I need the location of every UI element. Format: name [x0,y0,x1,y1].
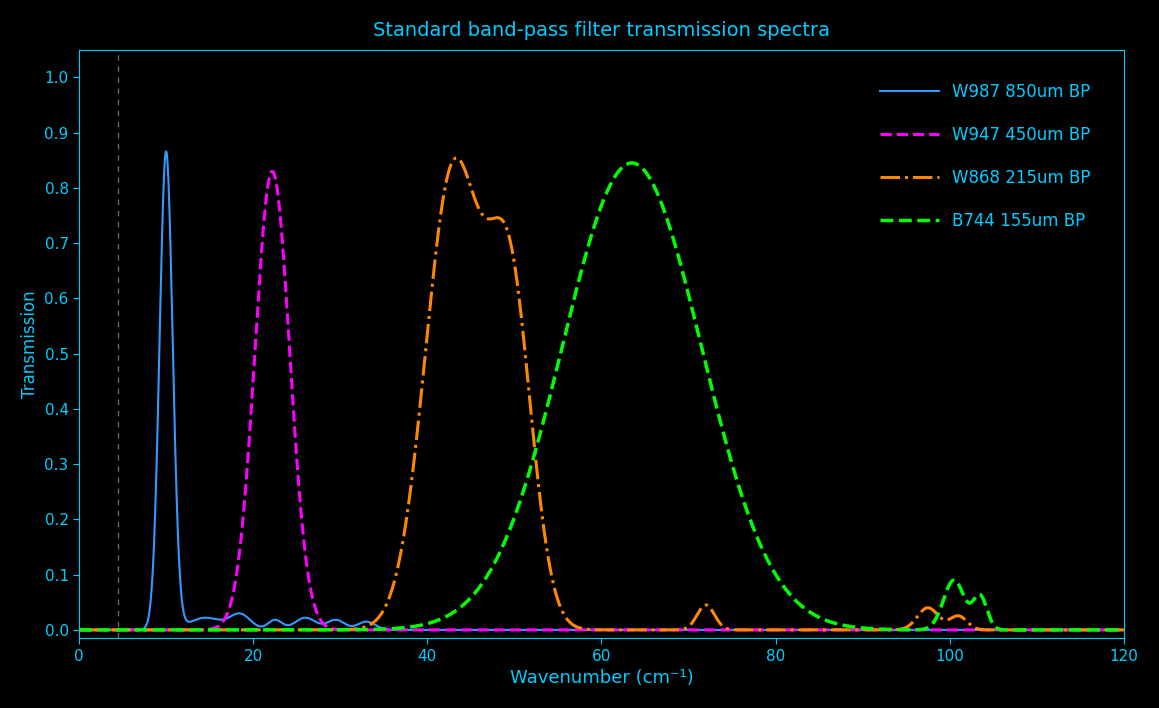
Legend: W987 850um BP, W947 450um BP, W868 215um BP, B744 155um BP: W987 850um BP, W947 450um BP, W868 215um… [855,58,1115,255]
Y-axis label: Transmission: Transmission [21,290,39,398]
W868 215um BP [450,154,464,162]
W987 850um BP [607,626,621,634]
W868 215um BP [127,626,141,634]
Title: Standard band-pass filter transmission spectra: Standard band-pass filter transmission s… [373,21,830,40]
W947 450um BP [265,167,279,176]
B744 155um BP [227,626,241,634]
B744 155um BP [607,174,621,183]
W868 215um BP [707,610,721,619]
B744 155um BP [707,394,721,403]
W868 215um BP [622,626,636,634]
W987 850um BP [622,626,636,634]
B744 155um BP [625,159,639,167]
W868 215um BP [607,626,621,634]
W947 450um BP [227,585,241,593]
W987 850um BP [707,626,721,634]
B744 155um BP [1117,626,1131,634]
W947 450um BP [127,626,141,634]
W987 850um BP [1117,626,1131,634]
Line: W868 215um BP: W868 215um BP [79,158,1124,630]
W987 850um BP [802,626,816,634]
W947 450um BP [707,626,721,634]
W868 215um BP [1117,626,1131,634]
W868 215um BP [342,625,356,634]
W987 850um BP [159,147,173,156]
W947 450um BP [938,626,952,634]
W987 850um BP [227,610,241,619]
B744 155um BP [127,626,141,634]
W947 450um BP [607,626,621,634]
W868 215um BP [72,626,86,634]
W947 450um BP [72,626,86,634]
B744 155um BP [72,626,86,634]
Line: W987 850um BP: W987 850um BP [79,152,1124,630]
W947 450um BP [1117,626,1131,634]
W947 450um BP [342,626,356,634]
W947 450um BP [622,626,636,634]
B744 155um BP [342,626,356,634]
Line: W947 450um BP: W947 450um BP [79,171,1124,630]
W987 850um BP [342,622,356,630]
X-axis label: Wavenumber (cm⁻¹): Wavenumber (cm⁻¹) [510,669,693,687]
W987 850um BP [127,626,141,634]
W987 850um BP [72,626,86,634]
W868 215um BP [227,626,241,634]
B744 155um BP [622,159,636,168]
Line: B744 155um BP: B744 155um BP [79,163,1124,630]
